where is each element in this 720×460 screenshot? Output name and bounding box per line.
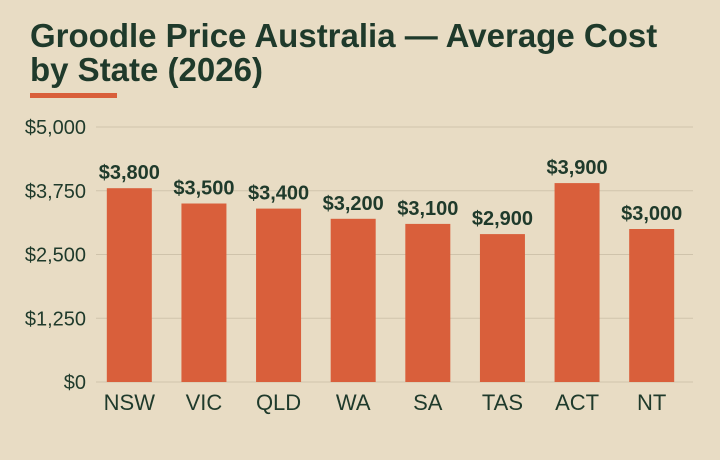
bar-sa xyxy=(405,223,451,382)
bars xyxy=(106,183,675,382)
y-tick-label: $1,250 xyxy=(25,308,86,330)
x-tick-label-tas: TAS xyxy=(482,390,523,415)
x-axis: NSW VIC QLD WA SA TAS ACT NT xyxy=(104,390,667,415)
bar-wa xyxy=(330,218,376,382)
y-tick-label: $2,500 xyxy=(25,245,86,267)
bar-qld xyxy=(256,208,302,382)
bar-nt xyxy=(629,229,675,382)
x-tick-label-sa: SA xyxy=(413,390,443,415)
data-label-vic: $3,500 xyxy=(173,178,234,200)
data-label-nsw: $3,800 xyxy=(99,162,160,184)
data-label-wa: $3,200 xyxy=(323,193,384,215)
y-tick-label: $3,750 xyxy=(25,181,86,203)
x-tick-label-qld: QLD xyxy=(256,390,301,415)
data-label-sa: $3,100 xyxy=(397,198,458,220)
x-tick-label-vic: VIC xyxy=(186,390,223,415)
x-tick-label-nt: NT xyxy=(637,390,666,415)
data-label-qld: $3,400 xyxy=(248,183,309,205)
x-tick-label-wa: WA xyxy=(336,390,371,415)
y-tick-label: $0 xyxy=(64,372,86,394)
y-tick-label: $5,000 xyxy=(25,117,86,139)
data-label-tas: $2,900 xyxy=(472,208,533,230)
data-label-act: $3,900 xyxy=(546,157,607,179)
bar-act xyxy=(554,183,600,382)
bar-vic xyxy=(181,203,227,382)
title-accent-bar xyxy=(30,93,117,98)
x-tick-label-act: ACT xyxy=(555,390,599,415)
x-tick-label-nsw: NSW xyxy=(104,390,156,415)
bar-tas xyxy=(479,234,525,382)
bar-nsw xyxy=(106,188,152,382)
y-axis: $0 $1,250 $2,500 $3,750 $5,000 xyxy=(25,117,86,394)
data-labels: $3,800 $3,500 $3,400 $3,200 $3,100 $2,900 $3,9… xyxy=(99,157,683,230)
chart-title: Groodle Price Australia — Average Cost b… xyxy=(30,17,658,88)
data-label-nt: $3,000 xyxy=(621,203,682,225)
